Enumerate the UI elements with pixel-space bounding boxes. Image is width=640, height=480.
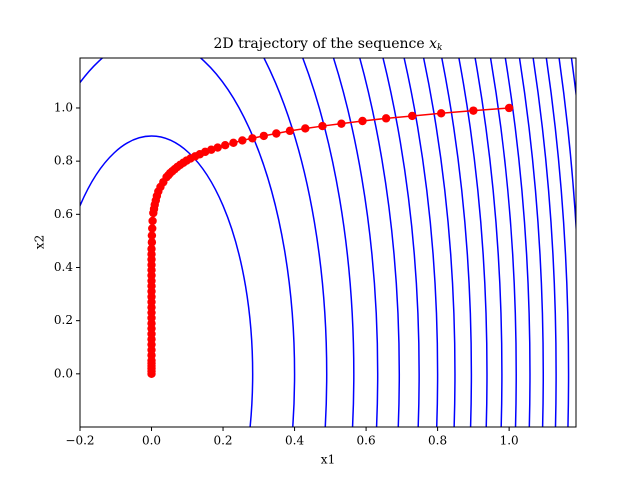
contour-line	[545, 58, 570, 427]
y-axis-label: x2	[33, 235, 47, 249]
y-tick-label: 0.6	[54, 207, 73, 221]
contour-line	[518, 58, 544, 427]
contour-line	[80, 58, 296, 427]
trajectory-point	[149, 208, 158, 218]
trajectory-point	[148, 216, 157, 226]
trajectory-point	[220, 140, 230, 150]
trajectory-point	[213, 143, 222, 152]
contour-line	[489, 58, 517, 427]
trajectory-point	[318, 121, 327, 131]
trajectory-point	[229, 138, 238, 148]
contour-line	[332, 58, 379, 427]
trajectory-point	[259, 131, 269, 141]
x-tick-label: 0.4	[285, 434, 304, 448]
trajectory-point	[272, 129, 281, 138]
trajectory-point	[337, 119, 346, 128]
x-tick-label: −0.2	[65, 434, 94, 448]
trajectory-point	[381, 114, 391, 123]
contour-group	[80, 58, 576, 427]
trajectory-point	[436, 109, 446, 118]
axes-frame	[79, 57, 577, 428]
y-tick-label: 0.2	[54, 313, 73, 327]
x-tick-label: 0.6	[357, 434, 376, 448]
contour-line	[504, 58, 531, 427]
trajectory-group	[147, 103, 514, 379]
contour-line	[532, 58, 557, 427]
y-tick-label: 0.4	[54, 260, 73, 274]
trajectory-point	[147, 238, 157, 247]
trajectory-point	[248, 134, 257, 143]
trajectory-point	[285, 126, 295, 136]
x-tick-label: 0.2	[213, 434, 232, 448]
title-text: 2D trajectory of the sequence	[214, 36, 430, 52]
chart-title: 2D trajectory of the sequence xk	[214, 36, 443, 53]
contour-line	[440, 58, 473, 427]
x-tick-label: 1.0	[500, 434, 519, 448]
contour-line	[422, 58, 456, 427]
x-axis-label: x1	[321, 453, 335, 467]
x-tick-label: 0.0	[142, 434, 161, 448]
x-tick-label: 0.8	[428, 434, 447, 448]
contour-line	[263, 58, 328, 427]
y-tick-label: 1.0	[54, 100, 73, 114]
y-tick-label: 0.0	[54, 366, 73, 380]
y-tick-label: 0.8	[54, 154, 73, 168]
trajectory-point	[301, 124, 310, 133]
trajectory-point	[504, 103, 514, 113]
trajectory-point	[408, 111, 417, 121]
contour-line	[80, 135, 254, 427]
contour-line	[403, 58, 439, 427]
trajectory-point	[358, 116, 367, 126]
contour-line	[474, 58, 503, 427]
trajectory-point	[469, 106, 478, 115]
trajectory-point	[147, 231, 157, 240]
trajectory-point	[238, 136, 247, 145]
title-subscript: k	[437, 43, 442, 53]
contour-line	[358, 58, 400, 427]
contour-line	[301, 58, 355, 427]
trajectory-point	[147, 369, 156, 379]
trajectory-point	[148, 224, 157, 233]
contour-line	[458, 58, 488, 427]
title-math: x	[429, 36, 437, 52]
contour-line	[382, 58, 420, 427]
